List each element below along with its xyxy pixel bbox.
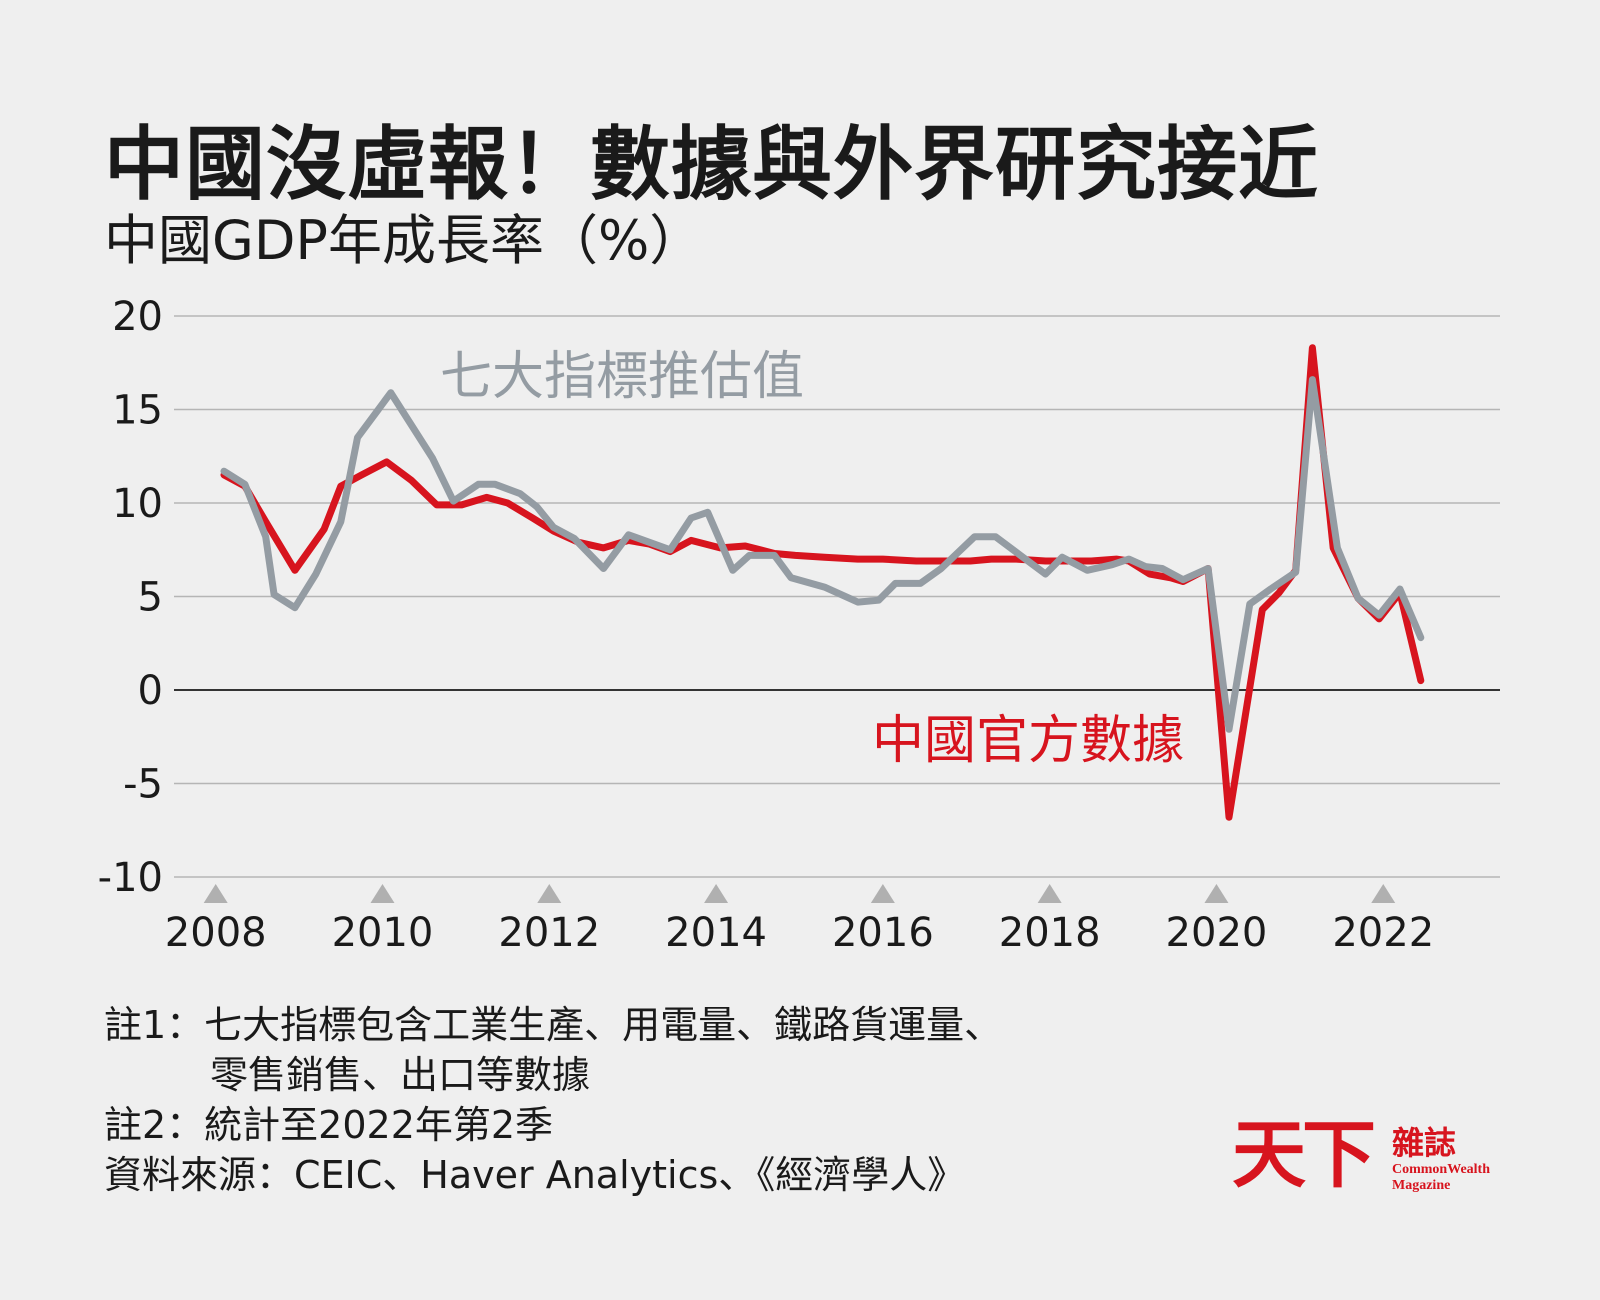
x-tick-label: 2010 [332,910,434,956]
logo-chinese-text: 雜誌 [1392,1124,1457,1162]
y-tick-label: 10 [112,481,163,527]
series-line-official [220,344,1425,821]
official-series-label: 中國官方數據 [872,711,1184,771]
logo-mark: 天下 [1232,1112,1376,1198]
notes: 註1：七大指標包含工業生產、用電量、鐵路貨運量、 零售銷售、出口等數據 註2：統… [104,1000,1002,1200]
y-tick-label: 20 [112,294,163,340]
y-tick-label: 0 [138,668,163,714]
x-tick-label: 2022 [1332,910,1434,956]
x-tick-marker [704,884,729,903]
commonwealth-logo: 天下 雜誌 CommonWealth Magazine [1232,1112,1532,1202]
x-tick-label: 2008 [165,910,267,956]
note-1-line-1: 註1：七大指標包含工業生產、用電量、鐵路貨運量、 [104,1003,1003,1047]
x-tick-marker [870,884,895,903]
y-tick-label: -5 [123,762,163,808]
series-line-estimate [220,376,1425,733]
y-tick-label: 5 [138,575,163,621]
y-tick-label: 15 [112,388,163,434]
note-2: 註2：統計至2022年第2季 [104,1103,554,1147]
chart-subtitle: 中國GDP年成長率（%） [104,209,704,272]
note-1-line-2: 零售銷售、出口等數據 [210,1053,591,1097]
x-tick-marker [1204,884,1229,903]
x-tick-marker [1371,884,1396,903]
x-tick-label: 2016 [832,910,934,956]
logo-english-text: CommonWealth Magazine [1392,1162,1490,1194]
y-tick-label: -10 [98,855,163,901]
x-tick-marker [370,884,395,903]
chart-title: 中國沒虛報！數據與外界研究接近 [104,118,1319,211]
estimate-series-label: 七大指標推估值 [440,347,804,407]
x-tick-marker [203,884,228,903]
x-tick-marker [537,884,562,903]
x-tick-label: 2014 [665,910,767,956]
x-tick-marker [1037,884,1062,903]
source-note: 資料來源：CEIC、Haver Analytics、《經濟學人》 [104,1153,966,1197]
x-tick-label: 2020 [1166,910,1268,956]
logo-english-line-1: CommonWealth [1392,1162,1490,1177]
x-tick-label: 2018 [999,910,1101,956]
logo-english-line-2: Magazine [1392,1178,1451,1193]
x-tick-label: 2012 [498,910,600,956]
